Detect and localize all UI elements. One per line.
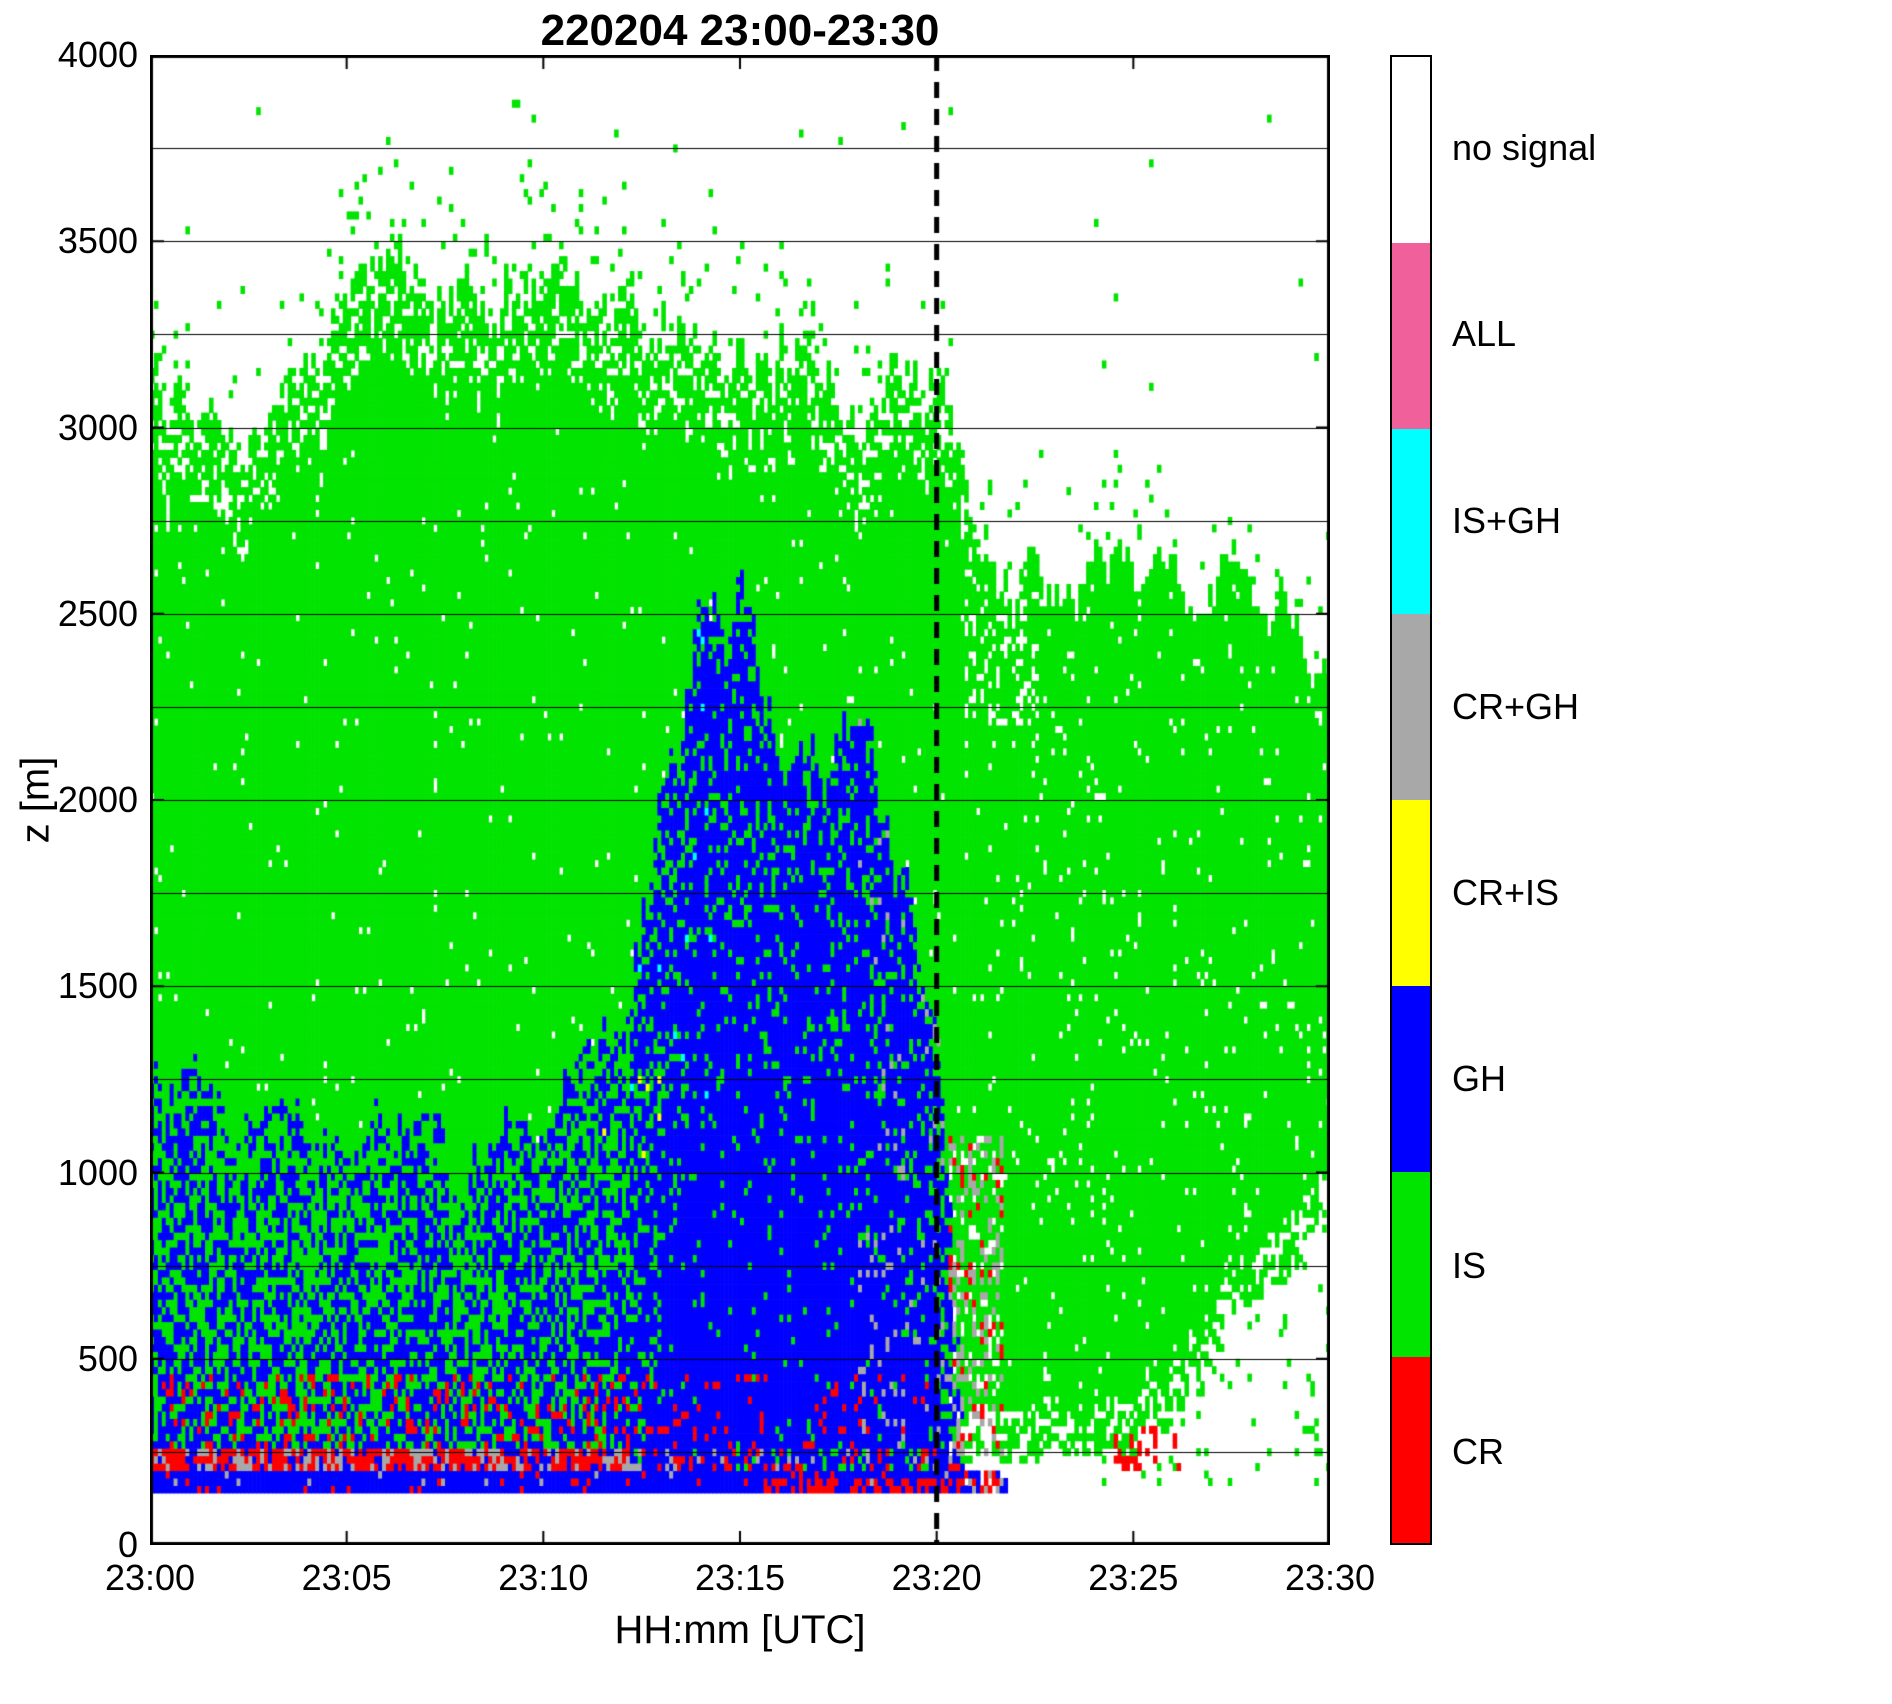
chart-title: 220204 23:00-23:30 [540,6,940,55]
x-tick-label: 23:15 [694,1557,786,1598]
y-axis-label: z [m] [13,756,58,844]
x-tick-label: 23:00 [104,1557,196,1598]
colorbar-segment-all [1392,242,1430,429]
colorbar-label: no signal [1452,127,1597,169]
colorbar-segment-cr-gh [1392,614,1430,800]
colorbar-label: CR [1452,1430,1504,1472]
colorbar-segment-cr-is [1392,800,1430,986]
colorbar-label: CR+IS [1452,872,1560,914]
colorbar [1390,55,1432,1545]
colorbar-segment-gh [1392,985,1430,1172]
y-tick-label: 3000 [57,406,138,448]
x-axis-label: HH:mm [UTC] [614,1608,866,1652]
y-tick-label: 1500 [57,965,138,1007]
y-tick-label: 1000 [57,1151,138,1193]
y-tick-label: 2500 [57,592,138,634]
colorbar-label: ALL [1452,313,1517,355]
x-tick-label: 23:20 [891,1557,982,1598]
colorbar-segment-is-gh [1392,428,1430,615]
y-tick-label: 500 [77,1337,138,1379]
x-tick-label: 23:25 [1088,1557,1179,1598]
y-tick-label: 4000 [57,34,138,75]
y-tick-label: 3500 [57,220,138,262]
x-tick-label: 23:10 [498,1557,589,1598]
colorbar-label: IS+GH [1452,499,1562,541]
heatmap-canvas [150,55,1330,1545]
colorbar-segment-cr [1392,1357,1430,1543]
colorbar-segment-is [1392,1171,1430,1358]
x-tick-label: 23:05 [301,1557,392,1598]
x-tick-label: 23:30 [1284,1557,1376,1598]
y-tick-label: 2000 [57,779,138,820]
colorbar-label: GH [1452,1058,1506,1100]
colorbar-label: IS [1452,1244,1487,1286]
colorbar-label: CR+GH [1452,685,1580,727]
colorbar-segment-no-signal [1392,57,1430,243]
y-tick-label: 0 [117,1524,138,1565]
